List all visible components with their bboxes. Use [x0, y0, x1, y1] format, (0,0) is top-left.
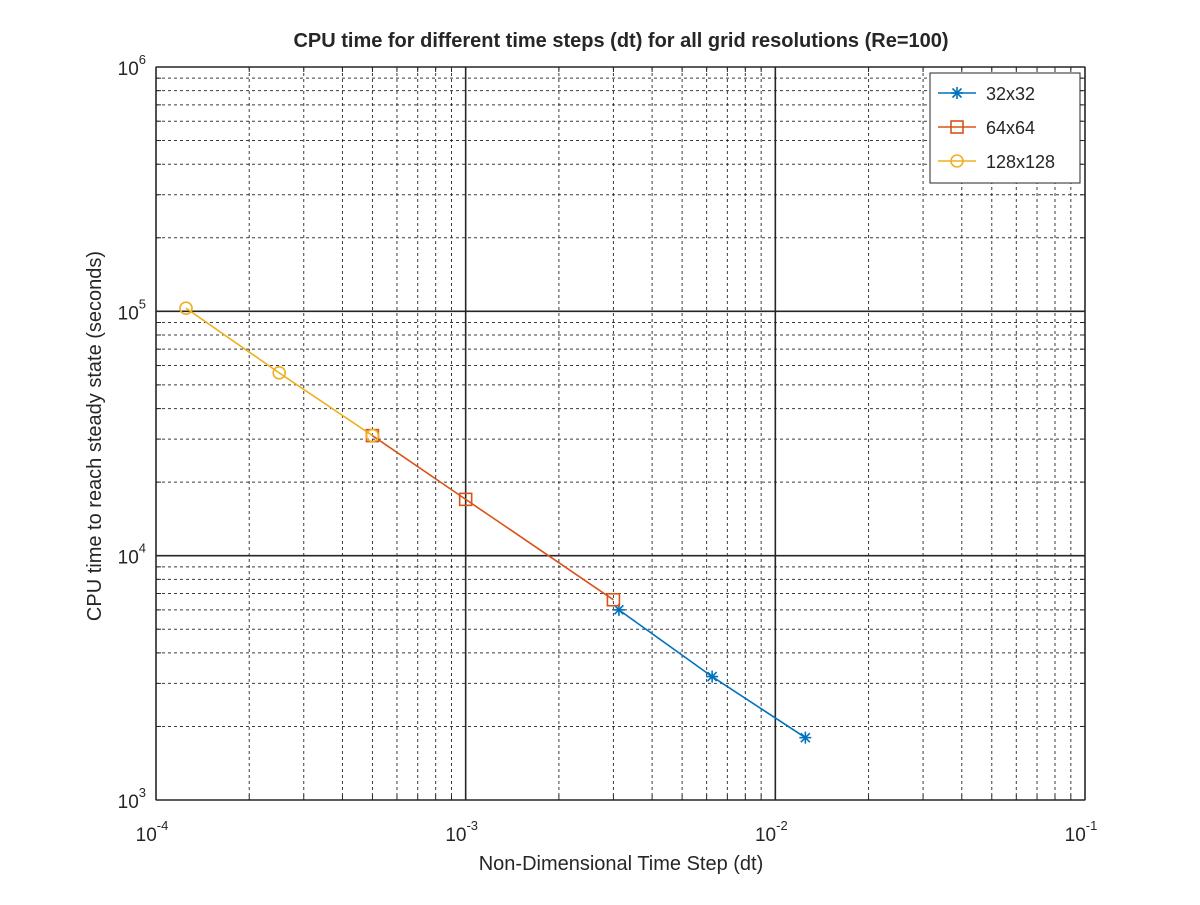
data-point-64x64 — [606, 592, 621, 607]
series-layer — [179, 301, 812, 744]
x-tick-exponent: -3 — [466, 818, 478, 833]
y-tick-exponent: 6 — [139, 52, 146, 67]
y-tick-exponent: 3 — [139, 785, 146, 800]
x-tick-label: 10-2 — [755, 818, 788, 846]
y-tick-exponent: 5 — [139, 296, 146, 311]
asterisk-stroke — [613, 604, 624, 615]
legend-marker — [951, 87, 963, 99]
legend-item-64x64[interactable]: 64x64 — [938, 118, 1035, 138]
x-tick-base: 10 — [1065, 825, 1086, 846]
x-tick-exponent: -1 — [1086, 818, 1098, 833]
x-tick-label: 10-4 — [136, 818, 169, 846]
y-tick-label: 104 — [118, 541, 146, 569]
chart-title: CPU time for different time steps (dt) f… — [293, 30, 948, 52]
y-tick-base: 10 — [118, 792, 139, 813]
data-point-64x64 — [458, 492, 473, 507]
legend-label: 64x64 — [986, 118, 1035, 138]
square-marker-shape — [458, 492, 473, 507]
legend-label: 128x128 — [986, 152, 1055, 172]
circle-marker-shape — [179, 301, 193, 315]
y-tick-base: 10 — [118, 548, 139, 569]
asterisk-stroke — [951, 87, 963, 99]
legend-item-128x128[interactable]: 128x128 — [938, 152, 1055, 172]
x-axis-label: Non-Dimensional Time Step (dt) — [479, 853, 764, 875]
series-line-64x64 — [371, 434, 614, 601]
series-32x32 — [612, 603, 812, 744]
data-point-128x128 — [365, 428, 380, 443]
legend-marker — [950, 154, 964, 168]
x-tick-base: 10 — [445, 825, 466, 846]
y-axis-label: CPU time to reach steady state (seconds) — [84, 251, 106, 621]
y-tick-label: 105 — [118, 296, 146, 324]
legend-label: 32x32 — [986, 84, 1035, 104]
x-tick-exponent: -2 — [776, 818, 788, 833]
axes-box — [155, 66, 1086, 801]
legend[interactable]: 32x32 64x64 128x128 — [929, 72, 1081, 184]
series-line-128x128 — [185, 307, 373, 437]
asterisk-stroke — [800, 732, 811, 743]
series-128x128 — [179, 301, 380, 443]
y-tick-exponent: 4 — [139, 541, 146, 556]
x-tick-base: 10 — [136, 825, 157, 846]
x-tick-label: 10-1 — [1065, 818, 1098, 846]
data-point-32x32 — [706, 670, 719, 683]
x-tick-exponent: -4 — [157, 818, 169, 833]
y-tick-label: 103 — [118, 785, 146, 813]
data-point-128x128 — [272, 366, 287, 380]
circle-marker-shape — [950, 154, 964, 168]
asterisk-stroke — [707, 671, 718, 682]
square-marker-shape — [950, 120, 964, 134]
data-point-128x128 — [179, 301, 193, 315]
data-point-32x32 — [799, 731, 812, 744]
x-tick-label: 10-3 — [445, 818, 478, 846]
x-tick-base: 10 — [755, 825, 776, 846]
legend-item-32x32[interactable]: 32x32 — [938, 84, 1035, 104]
square-marker-shape — [606, 592, 621, 607]
legend-marker — [950, 120, 964, 134]
y-tick-base: 10 — [118, 59, 139, 80]
y-tick-label: 106 — [118, 52, 146, 80]
circle-marker-shape — [365, 428, 380, 443]
y-tick-base: 10 — [118, 303, 139, 324]
circle-marker-shape — [272, 366, 287, 380]
